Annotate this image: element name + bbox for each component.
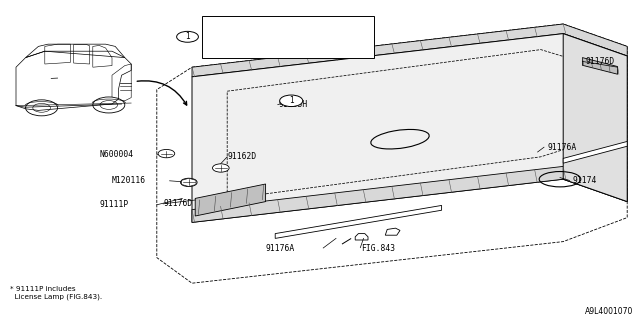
Text: < -0502>: < -0502> (307, 22, 344, 31)
Text: A9L4001070: A9L4001070 (585, 307, 634, 316)
Circle shape (158, 149, 175, 158)
Text: N600004: N600004 (99, 150, 133, 159)
Circle shape (280, 95, 303, 107)
Polygon shape (563, 141, 627, 163)
Text: 91176A: 91176A (266, 244, 295, 253)
Text: 91176A: 91176A (547, 143, 577, 152)
Text: * 91111P includes
  License Lamp (FIG.843).: * 91111P includes License Lamp (FIG.843)… (10, 286, 102, 300)
FancyBboxPatch shape (202, 16, 374, 58)
Circle shape (93, 97, 125, 113)
Text: <0502- >: <0502- > (307, 42, 344, 51)
Text: 91111P: 91111P (99, 200, 129, 209)
Text: 91163H: 91163H (278, 100, 308, 109)
FancyArrowPatch shape (137, 81, 187, 105)
Polygon shape (195, 184, 266, 216)
Text: M120116: M120116 (112, 176, 146, 185)
Circle shape (177, 31, 198, 42)
Polygon shape (192, 166, 627, 222)
Polygon shape (192, 24, 627, 77)
Polygon shape (192, 34, 627, 222)
Text: 91162D: 91162D (225, 42, 255, 51)
Text: 91176D: 91176D (163, 199, 193, 208)
Text: 1: 1 (289, 96, 294, 105)
Polygon shape (582, 58, 618, 74)
Circle shape (212, 164, 229, 172)
Text: 91162D: 91162D (227, 152, 257, 161)
Circle shape (100, 100, 118, 109)
Circle shape (180, 178, 197, 187)
Polygon shape (275, 205, 442, 238)
Circle shape (26, 100, 58, 116)
Text: 91176D: 91176D (586, 57, 615, 66)
Polygon shape (563, 34, 627, 202)
Text: 1: 1 (185, 32, 190, 41)
Text: 96082D: 96082D (225, 22, 255, 31)
Text: 91174: 91174 (573, 176, 597, 185)
Text: FIG.843: FIG.843 (362, 244, 396, 253)
Circle shape (33, 103, 51, 112)
